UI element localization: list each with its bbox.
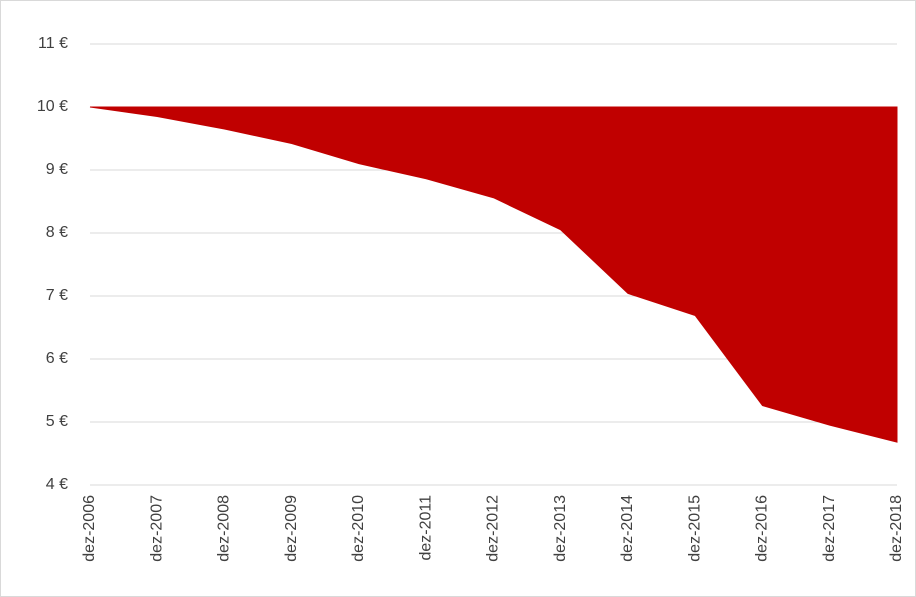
area	[89, 106, 898, 443]
x-tick-label: dez-2015	[686, 495, 703, 562]
y-tick-label: 8 €	[46, 224, 68, 241]
x-tick-label: dez-2010	[350, 495, 367, 562]
y-tick-label: 11 €	[38, 35, 68, 52]
x-tick-label: dez-2013	[552, 495, 569, 562]
y-tick-label: 5 €	[46, 413, 68, 430]
x-tick-label: dez-2006	[81, 495, 98, 562]
x-tick-label: dez-2009	[283, 495, 300, 562]
y-tick-label: 7 €	[46, 287, 68, 304]
x-tick-label: dez-2016	[754, 495, 771, 562]
x-tick-label: dez-2018	[888, 495, 905, 562]
y-tick-label: 6 €	[46, 350, 68, 367]
y-tick-label: 4 €	[46, 476, 68, 493]
x-tick-label: dez-2014	[619, 495, 636, 562]
y-tick-label: 10 €	[37, 98, 68, 115]
x-tick-label: dez-2012	[485, 495, 502, 562]
x-tick-label: dez-2011	[417, 495, 434, 561]
x-tick-label: dez-2008	[216, 495, 233, 562]
x-tick-label: dez-2017	[821, 495, 838, 562]
x-tick-label: dez-2007	[148, 495, 165, 562]
y-tick-label: 9 €	[46, 161, 68, 178]
